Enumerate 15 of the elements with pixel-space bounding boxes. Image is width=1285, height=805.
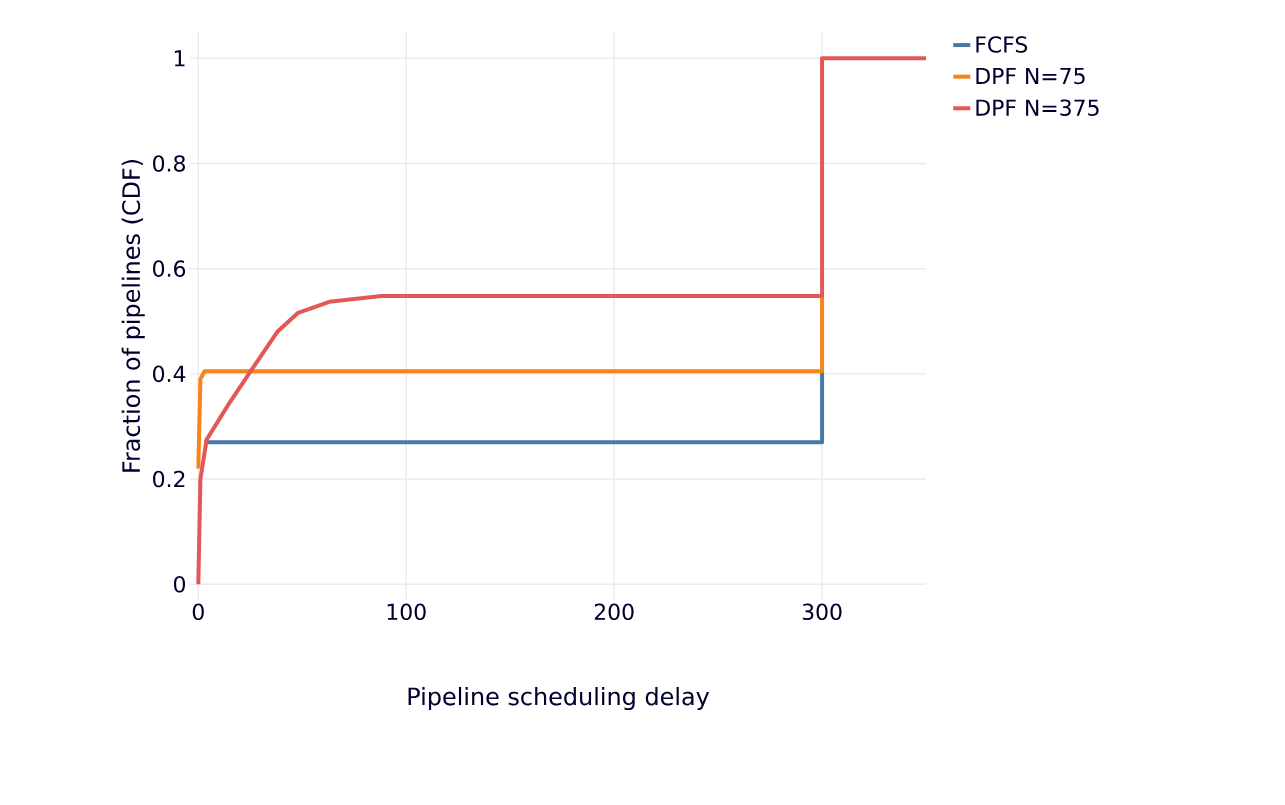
y-tick-label: 0.8	[153, 155, 185, 172]
y-axis-title: Fraction of pipelines (CDF)	[121, 160, 145, 472]
x-tick-label: 0	[192, 603, 204, 621]
x-tick-label: 300	[802, 603, 842, 621]
legend-label: FCFS	[976, 36, 1028, 53]
y-tick-label: 0.2	[153, 470, 185, 488]
legend-label: DPF N=375	[976, 99, 1099, 116]
y-tick-label: 0.4	[153, 365, 186, 383]
x-tick-label: 100	[387, 603, 426, 621]
y-tick-label: 1	[174, 50, 185, 67]
y-tick-label: 0.6	[153, 260, 186, 277]
y-tick-label: 0	[173, 575, 186, 593]
legend-label: DPF N=75	[976, 67, 1085, 85]
x-tick-label: 200	[594, 603, 634, 621]
x-axis-title: Pipeline scheduling delay	[408, 686, 710, 711]
